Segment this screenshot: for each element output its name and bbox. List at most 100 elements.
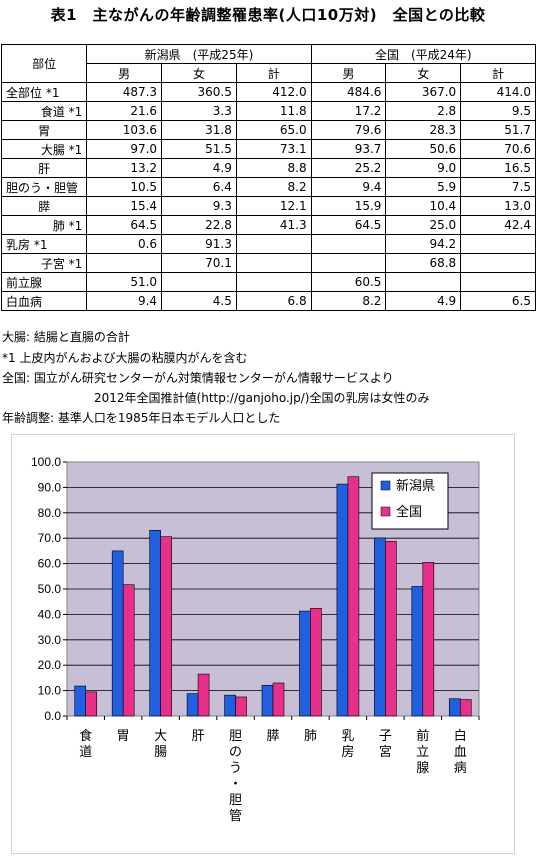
table-row: 膵 15.4 9.3 12.1 15.9 10.4 13.0 <box>0 196 536 216</box>
bar-national <box>347 476 360 717</box>
bar-niigata <box>448 698 461 717</box>
bar-niigata <box>411 586 424 717</box>
table-cell <box>460 234 536 254</box>
table-cell: 13.2 <box>86 158 163 178</box>
table-row: 大腸 *1 97.0 51.5 73.1 93.7 50.6 70.6 <box>0 139 536 159</box>
table-row: 肝 13.2 4.9 8.8 25.2 9.0 16.5 <box>0 158 536 178</box>
table-cell: 91.3 <box>161 234 237 254</box>
y-tick-label: 30.0 <box>38 633 62 647</box>
table-cell: 8.8 <box>235 158 312 178</box>
table-cell <box>310 234 387 254</box>
table-cell: 41.3 <box>235 215 312 235</box>
table-cell: 6.8 <box>235 291 312 311</box>
x-tick-label: 前立腺 <box>416 728 429 776</box>
bar-national <box>235 696 247 717</box>
table-subheader-row: 男 女 計 男 女 計 <box>2 63 536 83</box>
y-tick-label: 50.0 <box>38 582 62 596</box>
table-row: 胃 103.6 31.8 65.0 79.6 28.3 51.7 <box>0 120 536 140</box>
note-colorectal: 大腸: 結腸と直腸の合計 <box>2 330 130 344</box>
bar-national <box>122 584 135 717</box>
table-cell: 5.9 <box>385 177 462 197</box>
subheader-cell: 計 <box>460 63 536 83</box>
row-label: 膵 <box>0 196 88 216</box>
table-cell: 31.8 <box>161 120 237 140</box>
table-cell: 65.0 <box>235 120 312 140</box>
row-label: 肺 *1 <box>0 215 88 235</box>
row-label: 胃 <box>0 120 88 140</box>
table-cell: 15.4 <box>86 196 163 216</box>
table-cell: 94.2 <box>385 234 462 254</box>
table-cell: 11.8 <box>235 101 312 121</box>
bar-national <box>272 682 285 717</box>
table-cell: 8.2 <box>235 177 312 197</box>
table-row: 前立腺 51.0 60.5 <box>0 272 536 292</box>
legend-swatch-niigata <box>380 480 391 491</box>
table-cell <box>86 253 163 273</box>
table-cell: 8.2 <box>310 291 387 311</box>
table-cell: 64.5 <box>86 215 163 235</box>
table-cell: 10.5 <box>86 177 163 197</box>
x-tick-label: 白血病 <box>454 728 467 776</box>
row-label: 白血病 <box>0 291 88 311</box>
table-cell: 367.0 <box>385 82 462 102</box>
table-cell: 42.4 <box>460 215 536 235</box>
table-cell: 7.5 <box>460 177 536 197</box>
x-tick-label: 肝 <box>192 729 205 744</box>
table-row: 子宮 *1 70.1 68.8 <box>0 253 536 273</box>
bar-niigata <box>149 530 161 717</box>
table-cell: 70.6 <box>460 139 536 159</box>
table-header-row: 部位 新潟県 (平成25年) 全国 (平成24年) <box>0 44 536 83</box>
page-title: 表1 主ながんの年齢調整罹患率(人口10万対) 全国との比較 <box>50 6 486 24</box>
table-cell: 412.0 <box>235 82 312 102</box>
y-tick-label: 20.0 <box>38 658 62 672</box>
column-header-site: 部位 <box>0 44 88 83</box>
table-cell <box>310 253 387 273</box>
table-cell: 15.9 <box>310 196 387 216</box>
y-tick-label: 60.0 <box>38 557 62 571</box>
legend-label-national: 全国 <box>396 504 422 520</box>
table-cell: 9.5 <box>460 101 536 121</box>
row-label: 乳房 *1 <box>0 234 88 254</box>
table-cell: 21.6 <box>86 101 163 121</box>
note-age-adjustment: 年齢調整: 基準人口を1985年日本モデル人口とした <box>2 411 281 425</box>
table-cell: 12.1 <box>235 196 312 216</box>
table-cell: 73.1 <box>235 139 312 159</box>
table-cell: 9.0 <box>385 158 462 178</box>
subheader-cell: 男 <box>86 63 163 83</box>
bar-niigata <box>74 685 87 717</box>
x-tick-label: 食道 <box>79 728 92 760</box>
table-cell: 487.3 <box>86 82 163 102</box>
table-cell: 28.3 <box>385 120 462 140</box>
x-tick-label: 子宮 <box>379 729 392 760</box>
table-cell: 3.3 <box>161 101 237 121</box>
bar-niigata <box>374 537 386 717</box>
y-tick-label: 90.0 <box>38 480 62 494</box>
x-tick-label: 膵 <box>266 729 279 744</box>
table-cell: 13.0 <box>460 196 536 216</box>
incidence-table: 部位 新潟県 (平成25年) 全国 (平成24年) 男 女 計 男 女 計 全部… <box>0 44 536 311</box>
bar-national <box>422 562 435 717</box>
chart-frame: 0.0 10.0 20.0 30.0 40.0 50.0 60.0 70.0 80.0 90.0 1… <box>11 434 515 854</box>
x-tick-label: 胃 <box>117 729 130 744</box>
bar-national <box>160 536 172 717</box>
subheader-cell: 男 <box>310 63 387 83</box>
note-asterisk: *1 上皮内がんおよび大腸の粘膜内がんを含む <box>2 351 248 365</box>
table-cell <box>385 272 462 292</box>
table-cell: 2.8 <box>385 101 462 121</box>
table-cell <box>161 272 237 292</box>
note-national-source: 全国: 国立がん研究センターがん対策情報センターがん情報サービスより <box>2 371 394 385</box>
subheader-cell: 計 <box>235 63 312 83</box>
table-cell: 4.9 <box>161 158 237 178</box>
row-label: 子宮 *1 <box>0 253 88 273</box>
table-cell: 79.6 <box>310 120 387 140</box>
y-tick-label: 70.0 <box>38 531 62 545</box>
table-cell: 10.4 <box>385 196 462 216</box>
x-tick-label: 大腸 <box>154 729 167 760</box>
row-label: 肝 <box>0 158 88 178</box>
bar-niigata <box>224 694 236 717</box>
table-cell: 68.8 <box>385 253 462 273</box>
table-cell <box>235 234 312 254</box>
table-cell: 25.2 <box>310 158 387 178</box>
table-cell <box>235 272 312 292</box>
table-cell <box>235 253 312 273</box>
